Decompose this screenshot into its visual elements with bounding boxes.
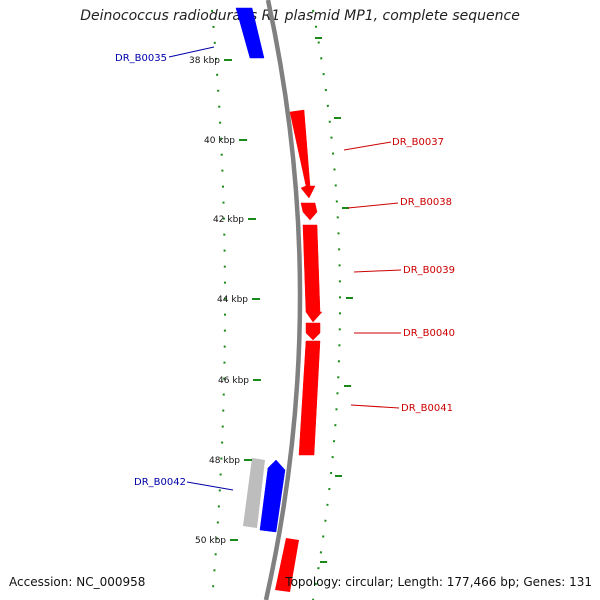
gene-label-dr-b0037[interactable]: DR_B0037 — [392, 137, 444, 148]
kbp-tick-label: 46 kbp — [218, 376, 249, 386]
gene-label-dr-b0040[interactable]: DR_B0040 — [403, 328, 455, 339]
gene-label-dr-b0039[interactable]: DR_B0039 — [403, 265, 455, 276]
gene-arrow-dr-b0042[interactable] — [259, 459, 286, 533]
gene-arrow-next — [275, 538, 299, 592]
gene-label-dr-b0041[interactable]: DR_B0041 — [401, 403, 453, 414]
kbp-tick-label: 42 kbp — [213, 215, 244, 225]
kbp-tick-label: 38 kbp — [189, 56, 220, 66]
topology-summary: Topology: circular; Length: 177,466 bp; … — [285, 575, 592, 589]
kbp-tick-label: 48 kbp — [209, 456, 240, 466]
gene-label-leader — [347, 202, 399, 209]
gene-arrow-dr-b0035[interactable] — [235, 7, 265, 59]
kbp-tick-label: 44 kbp — [217, 295, 248, 305]
gene-arrow-dr-b0040[interactable] — [305, 322, 321, 341]
gene-label-leader — [168, 46, 215, 58]
gene-arrow-dr-b0038[interactable] — [300, 202, 318, 221]
gene-arrow-dr-b0041[interactable] — [298, 340, 321, 456]
kbp-tick-label: 40 kbp — [204, 136, 235, 146]
gene-label-leader — [350, 404, 400, 409]
gene-arrow-dr-b0037[interactable] — [289, 109, 316, 199]
gene-label-dr-b0042[interactable]: DR_B0042 — [134, 477, 186, 488]
gene-label-dr-b0035[interactable]: DR_B0035 — [115, 53, 167, 64]
gene-arrow-dr-b0039[interactable] — [302, 224, 323, 323]
map-title: Deinococcus radiodurans R1 plasmid MP1, … — [80, 8, 520, 24]
gene-label-dr-b0038[interactable]: DR_B0038 — [400, 197, 452, 208]
outer-tick-ring-left — [211, 9, 226, 600]
gene-label-leader — [186, 481, 234, 491]
kbp-tick-label: 50 kbp — [195, 536, 226, 546]
accession-text: Accession: NC_000958 — [9, 575, 146, 589]
gene-label-leader — [343, 141, 392, 151]
gene-label-leader — [353, 269, 402, 273]
plasmid-backbone — [263, 0, 303, 600]
other-feature-block — [243, 458, 265, 528]
